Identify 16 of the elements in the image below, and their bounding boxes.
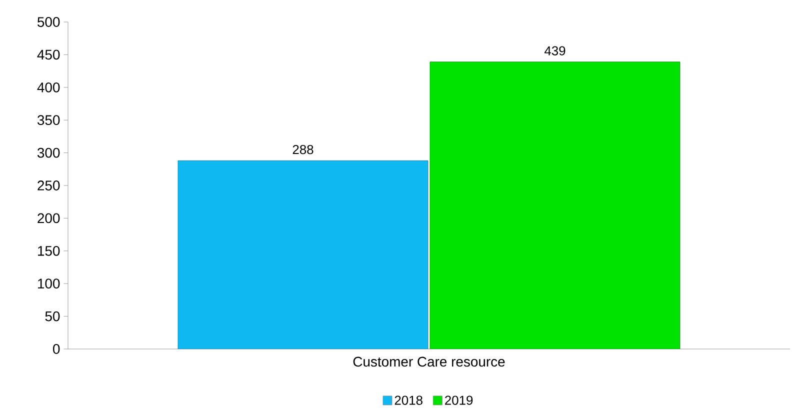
data-label: 288 xyxy=(292,144,314,154)
y-tick-label: 350 xyxy=(37,115,60,126)
y-tick-label: 500 xyxy=(38,17,60,27)
legend-label: 2018 xyxy=(394,396,422,405)
y-tick-label: 150 xyxy=(38,246,60,256)
y-tick-label: 450 xyxy=(37,50,60,60)
x-tick-label: Customer Care resource xyxy=(353,356,505,367)
y-tick-label: 300 xyxy=(37,148,60,158)
y-tick-label: 400 xyxy=(37,82,60,92)
y-tick-label: 50 xyxy=(45,311,60,322)
data-label: 439 xyxy=(544,46,566,56)
legend-label: 2019 xyxy=(445,396,473,405)
y-tick-label: 200 xyxy=(38,213,60,224)
y-tick-label: 100 xyxy=(38,278,60,289)
y-tick-label: 250 xyxy=(38,180,60,190)
y-tick-label: 0 xyxy=(53,344,60,354)
